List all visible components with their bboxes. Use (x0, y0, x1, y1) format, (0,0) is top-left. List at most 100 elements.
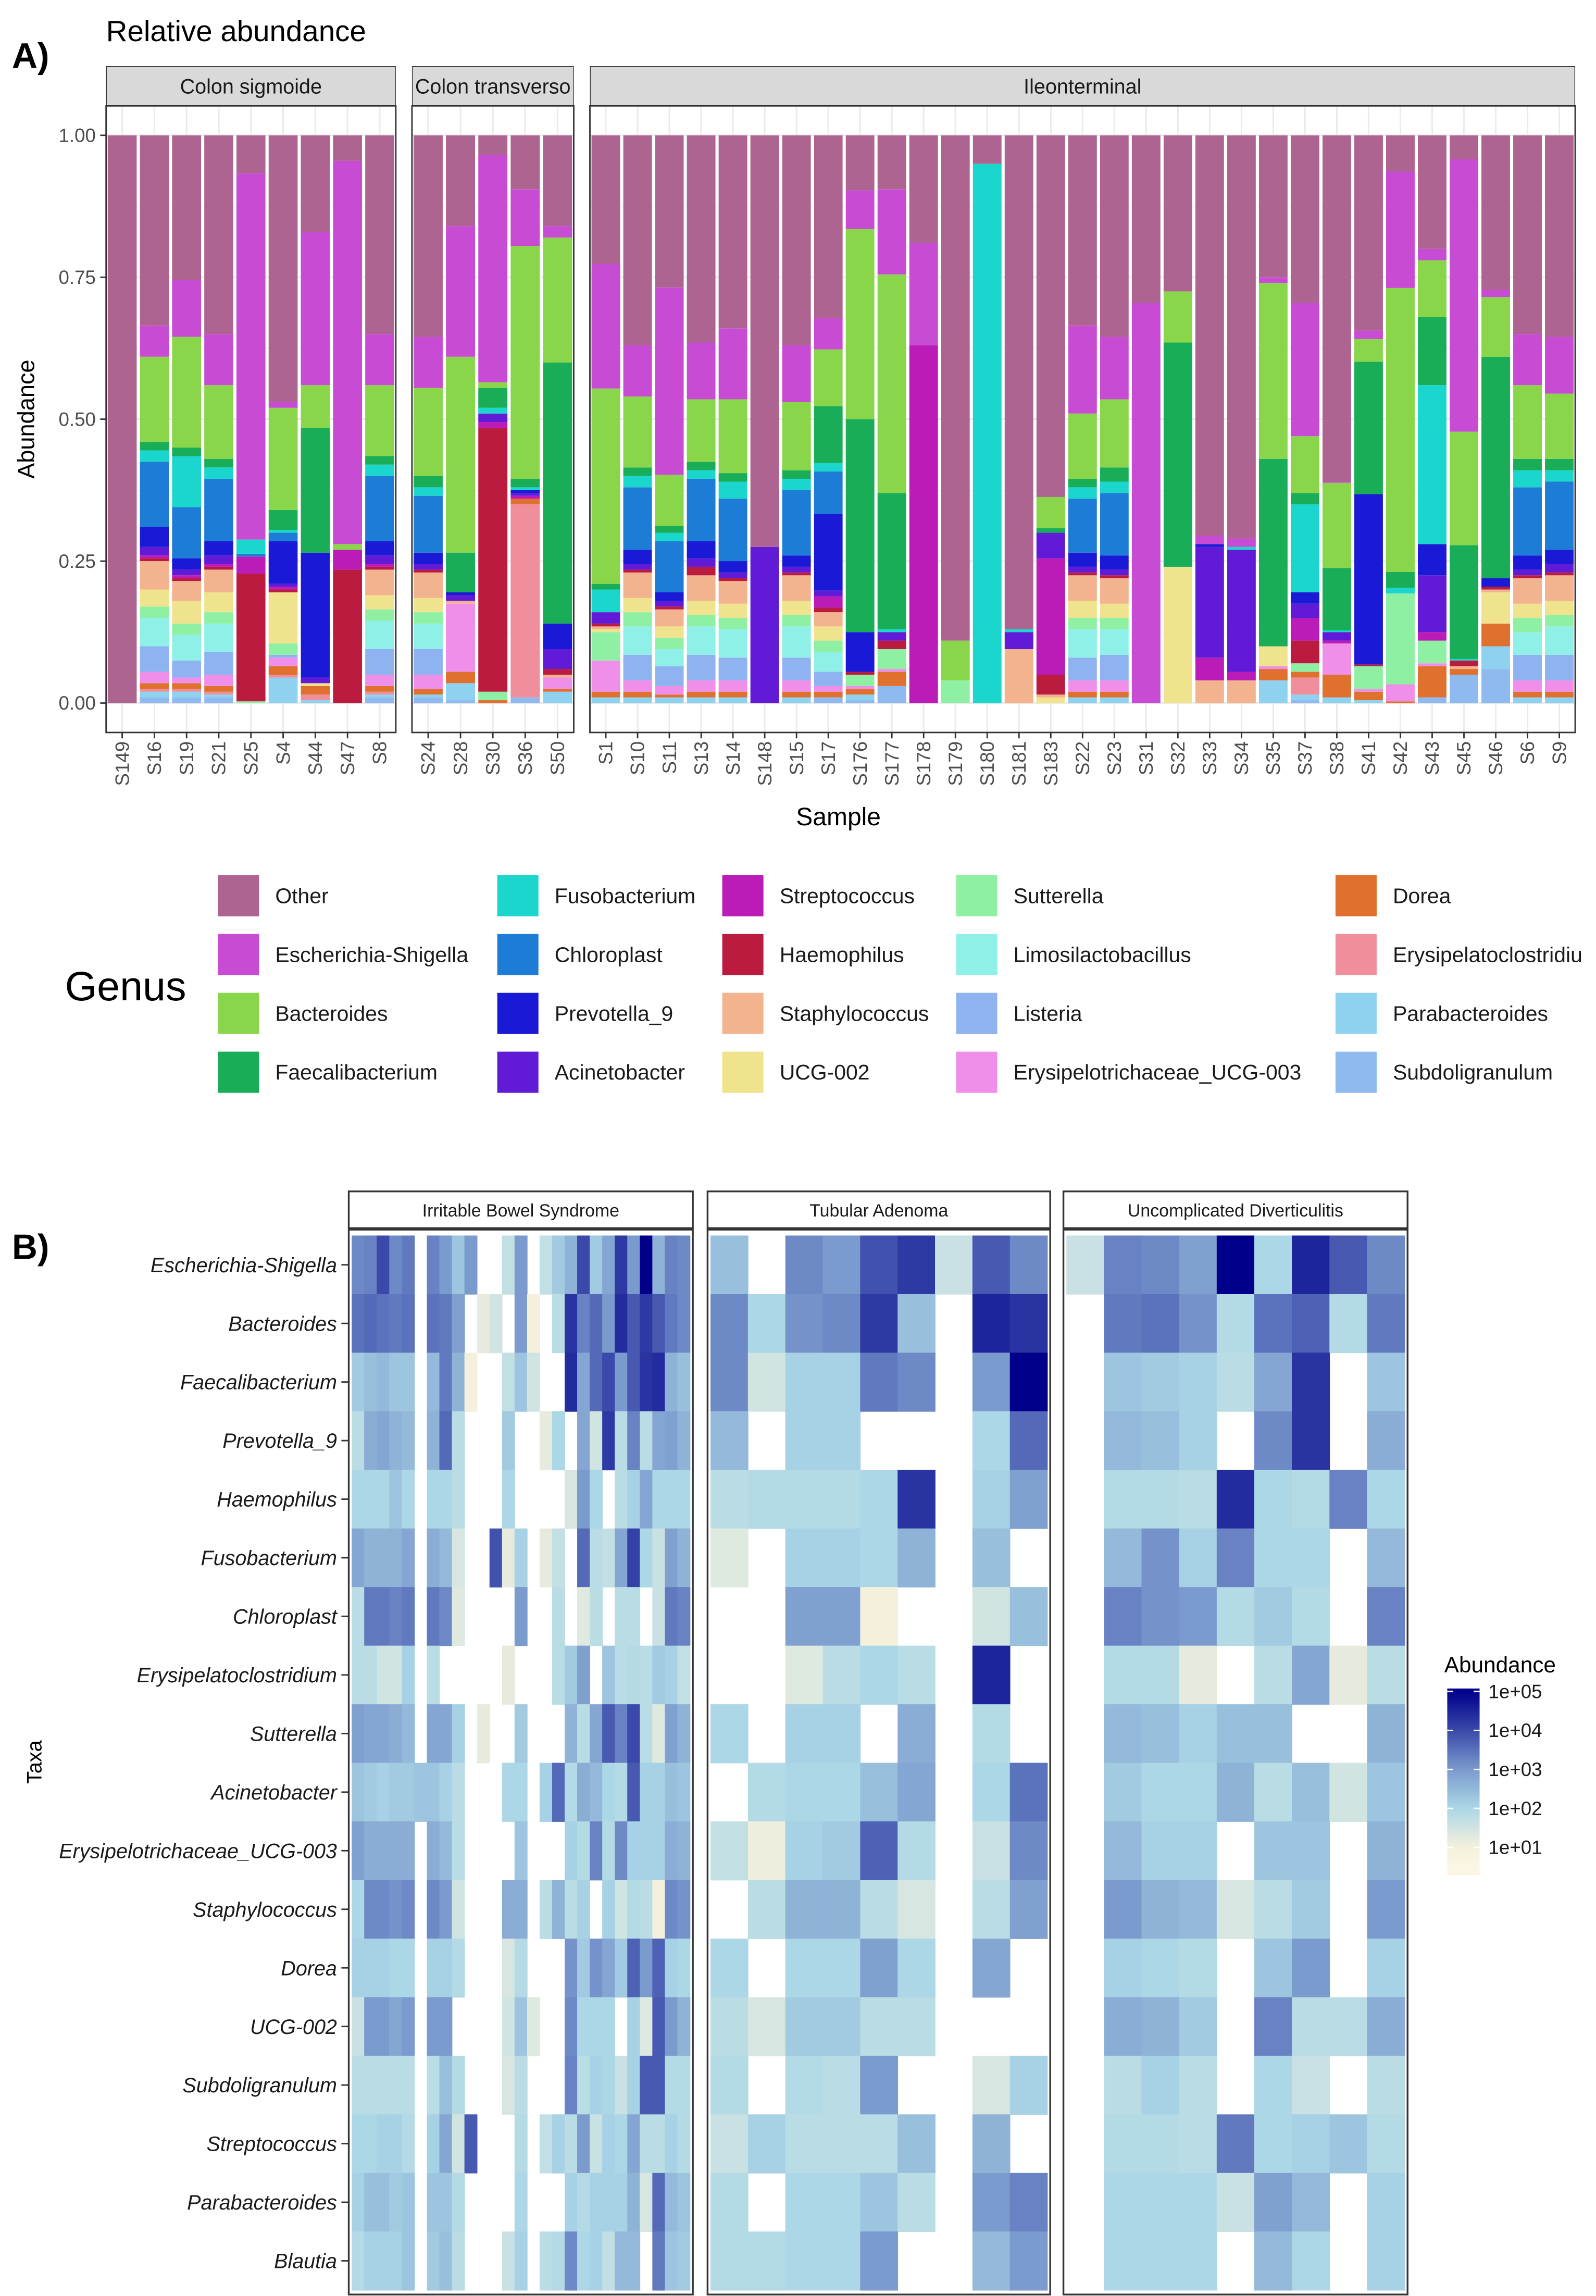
bar-segment-streptococcus (1322, 640, 1351, 644)
heatmap-cell (615, 1587, 628, 1646)
y-tick-label: 1.00 (59, 125, 96, 146)
heatmap-cell (665, 1411, 678, 1471)
bar-S35 (1258, 135, 1288, 703)
bar-segment-acinetobacter (1418, 575, 1447, 632)
heatmap-cell (1292, 1587, 1330, 1646)
heatmap-cell (402, 1411, 415, 1471)
bar-S37 (1290, 135, 1319, 703)
heatmap-cell (615, 2114, 628, 2174)
heatmap-cell (1104, 2173, 1142, 2232)
bar-segment-haemophilus (1450, 660, 1478, 666)
bar-segment-escherichia-shigella (1227, 538, 1256, 547)
bar-segment-other (814, 135, 843, 318)
heatmap-cell (364, 2231, 378, 2291)
x-tick-label: S38 (1326, 741, 1348, 775)
heatmap-cell (389, 1997, 403, 2056)
heatmap-cell (627, 1587, 641, 1646)
heatmap-cell (552, 2231, 565, 2291)
bar-segment-prevotella_9 (1068, 552, 1097, 567)
bar-segment-acinetobacter (1322, 632, 1351, 641)
bar-segment-haemophilus (623, 569, 652, 573)
heatmap-cell (427, 1235, 440, 1295)
bar-segment-bacteroides (268, 407, 298, 510)
heatmap-cell (652, 1645, 666, 1705)
bar-segment-faecalibacterium (1322, 568, 1351, 630)
bar-S42 (1386, 135, 1415, 703)
bar-segment-streptococcus (478, 422, 508, 428)
heatmap-cell (627, 1880, 641, 1939)
bar-segment-prevotella_9 (1100, 555, 1129, 570)
heatmap-cell (364, 2114, 378, 2174)
heatmap-cell (1216, 1235, 1255, 1295)
heatmap-cell (652, 1352, 666, 1412)
bar-segment-sutterella (478, 691, 508, 701)
x-tick-label: S32 (1167, 741, 1189, 775)
bar-segment-other (204, 135, 233, 334)
heatmap-cell (352, 2231, 365, 2291)
heatmap-cell (377, 1880, 390, 1939)
heatmap-cell (935, 1235, 973, 1295)
heatmap-cell (1292, 1763, 1330, 1822)
heatmap-cell (427, 1528, 440, 1588)
heatmap-cell (860, 1763, 899, 1822)
bar-segment-bacteroides (814, 349, 843, 406)
bar-S148 (750, 135, 779, 703)
bar-segment-staphylococcus (814, 612, 843, 627)
bar-segment-acinetobacter (268, 584, 298, 587)
heatmap-cell (615, 1528, 628, 1588)
bar-segment-haemophilus (1068, 572, 1097, 576)
heatmap-cell (897, 1938, 936, 1998)
heatmap-cell (1254, 1587, 1292, 1646)
bar-segment-escherichia-shigella (446, 226, 476, 357)
heatmap-cell (452, 2231, 465, 2291)
bar-segment-parabacteroides (446, 683, 476, 701)
heatmap-cell (427, 1997, 440, 2056)
heatmap-cell (785, 2055, 824, 2115)
heatmap-cell (1179, 2231, 1217, 2291)
heatmap-cell (1141, 2114, 1180, 2174)
heatmap-cell (514, 1294, 528, 1354)
heatmap-cell (1104, 1528, 1142, 1588)
bar-segment-faecalibacterium (204, 458, 233, 468)
bar-segment-other (877, 135, 906, 190)
heatmap-cell (1254, 2055, 1292, 2115)
heatmap-cell (464, 1235, 478, 1295)
legend-item: Chloroplast (497, 934, 663, 975)
heatmap-cell (577, 1352, 590, 1412)
bar-segment-chloroplast (1068, 499, 1097, 553)
heatmap-cell (747, 1821, 786, 1881)
strip-background (590, 66, 1576, 106)
bar-S34 (1227, 135, 1256, 703)
heatmap-cell (1254, 1997, 1292, 2056)
bar-S180 (972, 135, 1002, 703)
heatmap-cell (402, 1352, 415, 1412)
bar-S1 (591, 135, 620, 703)
heatmap-cell (860, 1587, 899, 1646)
heatmap-cell (1367, 1411, 1405, 1471)
heatmap-cell (514, 1528, 528, 1588)
bar-segment-erysipelotrichaceae_ucg-003 (655, 686, 684, 695)
heatmap-cell (1104, 1352, 1142, 1412)
heatmap-cell (640, 1763, 653, 1822)
bar-segment-other (1418, 135, 1447, 249)
bar-segment-haemophilus (268, 589, 298, 592)
bar-segment-haemophilus (1290, 640, 1319, 664)
bar-segment-sutterella (1100, 618, 1129, 629)
heatmap-cell (1179, 1470, 1217, 1529)
bar-segment-acinetobacter (1227, 550, 1256, 672)
bar-segment-other (687, 135, 716, 343)
bar-segment-listeria (365, 649, 394, 675)
heatmap-cell (1104, 2114, 1142, 2174)
bar-S33 (1195, 135, 1224, 703)
bar-segment-dorea (1418, 666, 1447, 698)
bar-segment-fusobacterium (718, 481, 747, 499)
heatmap-cell (710, 2114, 749, 2174)
bar-segment-chloroplast (1100, 493, 1129, 556)
bar-segment-erysipelatoclostridium (140, 689, 169, 692)
bar-segment-escherichia-shigella (623, 345, 652, 397)
x-tick-label: S35 (1263, 741, 1284, 775)
bar-segment-escherichia-shigella (140, 325, 169, 357)
bar-segment-bacteroides (172, 337, 201, 448)
bar-segment-ucg-002 (1258, 646, 1288, 666)
heatmap-cell (514, 1704, 528, 1764)
